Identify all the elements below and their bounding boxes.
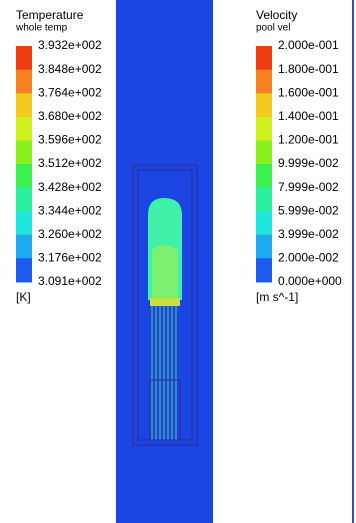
color-band xyxy=(256,164,272,188)
legend-label: 3.764e+002 xyxy=(38,85,102,99)
legend-label: 0.000e+000 xyxy=(278,274,342,288)
color-band xyxy=(16,70,32,94)
legend-subtitle: pool vel xyxy=(256,23,290,34)
legend-label: 3.680e+002 xyxy=(38,109,102,123)
legend-label: 1.200e-001 xyxy=(278,133,339,147)
color-band xyxy=(16,235,32,259)
color-band xyxy=(16,211,32,235)
legend-label: 3.596e+002 xyxy=(38,133,102,147)
legend-label: 3.091e+002 xyxy=(38,274,102,288)
legend-label: 1.600e-001 xyxy=(278,85,339,99)
legend-label: 1.800e-001 xyxy=(278,62,339,76)
legend-label: 3.260e+002 xyxy=(38,227,102,241)
fuel-rods xyxy=(152,306,176,440)
color-band xyxy=(16,117,32,141)
color-band xyxy=(16,46,32,70)
legend-label: 3.932e+002 xyxy=(38,38,102,52)
legend-label: 3.848e+002 xyxy=(38,62,102,76)
color-band xyxy=(256,258,272,282)
color-band xyxy=(256,211,272,235)
legend-label: 9.999e-002 xyxy=(278,156,339,170)
color-band xyxy=(16,164,32,188)
legend-label: 3.999e-002 xyxy=(278,227,339,241)
legend-label: 2.000e-002 xyxy=(278,251,339,265)
legend-label: 7.999e-002 xyxy=(278,180,339,194)
color-band xyxy=(256,117,272,141)
color-band xyxy=(256,70,272,94)
color-band xyxy=(256,140,272,164)
legend-label: 3.428e+002 xyxy=(38,180,102,194)
legend-title: Temperature xyxy=(16,8,84,22)
legend-label: 3.176e+002 xyxy=(38,251,102,265)
legend-label: 3.344e+002 xyxy=(38,203,102,217)
color-band xyxy=(16,140,32,164)
color-band xyxy=(256,188,272,212)
legend-unit: [K] xyxy=(16,290,31,304)
legend-title: Velocity xyxy=(256,8,297,22)
legend-unit: [m s^-1] xyxy=(256,290,298,304)
core-top xyxy=(150,298,180,306)
color-band xyxy=(256,235,272,259)
color-band xyxy=(256,46,272,70)
legend-label: 1.400e-001 xyxy=(278,109,339,123)
legend-subtitle: whole temp xyxy=(15,23,68,34)
screenshot: Temperaturewhole temp 3.932e+002 3.848e+00… xyxy=(0,0,356,523)
color-band xyxy=(16,258,32,282)
legend-label: 5.999e-002 xyxy=(278,203,339,217)
plume-core xyxy=(152,245,178,300)
legend-label: 2.000e-001 xyxy=(278,38,339,52)
color-band xyxy=(16,93,32,117)
legend-label: 3.512e+002 xyxy=(38,156,102,170)
color-band xyxy=(256,93,272,117)
contour-domain xyxy=(116,0,213,523)
color-band xyxy=(16,188,32,212)
